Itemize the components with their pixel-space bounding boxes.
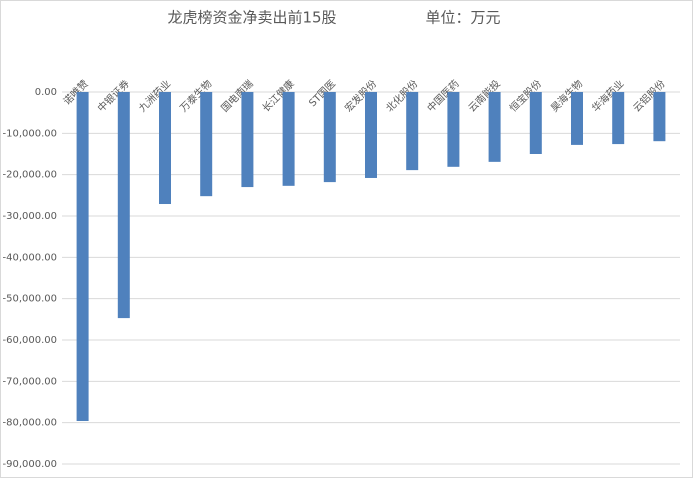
bar [323, 92, 336, 183]
bar [159, 92, 171, 205]
y-tick-label: -50,000.00 [2, 294, 57, 305]
y-tick-label: -30,000.00 [2, 211, 57, 222]
y-tick-label: -80,000.00 [2, 418, 57, 429]
y-tick-label: -20,000.00 [2, 170, 57, 181]
bar [76, 92, 89, 422]
y-tick-label: -10,000.00 [2, 128, 57, 139]
bar [612, 92, 625, 145]
bar [653, 92, 666, 142]
bar [571, 92, 583, 145]
bar [529, 92, 542, 154]
bar [406, 92, 419, 171]
bar [447, 92, 460, 167]
bar [241, 92, 254, 188]
y-tick-label: -60,000.00 [2, 335, 57, 346]
bar [200, 92, 213, 197]
chart-subtitle: 单位：万元 [425, 9, 500, 27]
y-tick-label: -90,000.00 [2, 459, 57, 470]
chart-title: 龙虎榜资金净卖出前15股 [167, 9, 336, 27]
bar [365, 92, 377, 178]
bar [117, 92, 130, 319]
bar [282, 92, 295, 186]
y-tick-label: -40,000.00 [2, 252, 57, 263]
y-tick-label: 0.00 [35, 87, 57, 98]
bar [488, 92, 501, 162]
y-tick-label: -70,000.00 [2, 376, 57, 387]
